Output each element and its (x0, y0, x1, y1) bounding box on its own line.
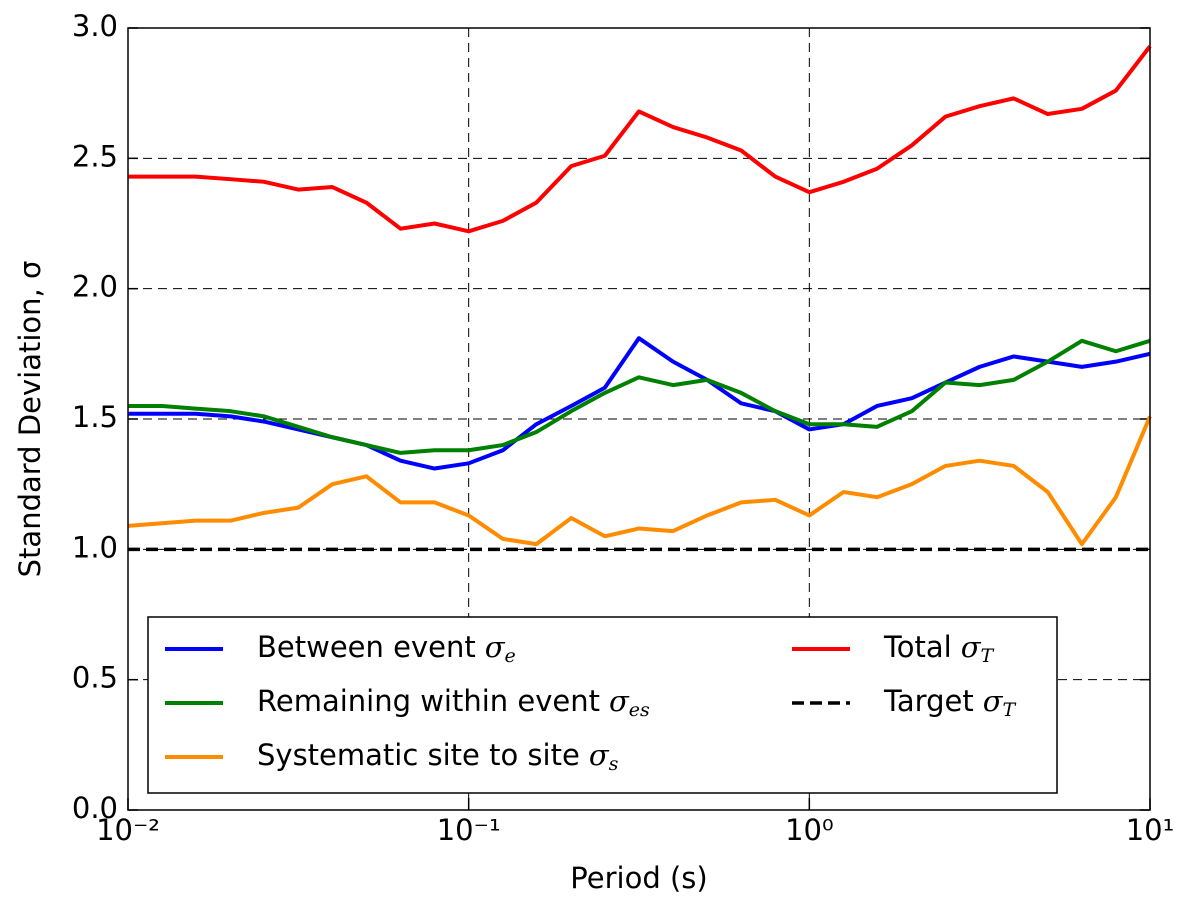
legend-subscript: es (629, 699, 650, 721)
legend-name: Target (883, 684, 974, 718)
series-line (128, 45, 1152, 234)
x-axis-label: Period (s) (570, 861, 707, 895)
legend-subscript: T (1003, 699, 1017, 721)
legend-box (147, 616, 1058, 794)
legend-name: Systematic site to site (257, 738, 580, 772)
y-tick-label: 1.0 (72, 530, 118, 564)
legend-label: Systematic site to site σs (257, 738, 619, 775)
legend-subscript: e (505, 645, 516, 667)
y-axis-label: Standard Deviation, σ (13, 261, 47, 578)
x-tick-label: 10⁰ (785, 813, 834, 847)
legend-name: Total (883, 630, 952, 664)
x-tick-label: 10¹ (1126, 813, 1175, 847)
legend-symbol: σ (983, 684, 1004, 718)
legend-symbol: σ (609, 684, 630, 718)
plot-frame (127, 27, 1151, 811)
legend-symbol: σ (589, 738, 610, 772)
legend-label: Remaining within event σes (257, 684, 650, 721)
x-tick-label: 10⁻¹ (437, 813, 501, 847)
y-tick-label: 0.0 (72, 791, 118, 825)
x-tick-label: 10⁻² (96, 813, 160, 847)
legend-name: Remaining within event (257, 684, 600, 718)
legend-label: Total σT (883, 630, 995, 667)
y-tick-label: 2.0 (72, 270, 118, 304)
legend-symbol: σ (485, 630, 506, 664)
legend-subscript: T (981, 645, 995, 667)
legend-subscript: s (609, 753, 619, 775)
y-tick-label: 1.5 (72, 400, 118, 434)
legend-name: Between event (257, 630, 476, 664)
y-tick-label: 2.5 (72, 139, 118, 173)
series-line (127, 415, 1152, 547)
y-tick-label: 0.5 (72, 661, 118, 695)
y-tick-label: 3.0 (72, 9, 118, 43)
series-line (128, 338, 1151, 455)
series-line (128, 336, 1151, 471)
legend-symbol: σ (961, 630, 982, 664)
legend-label: Target σT (883, 684, 1017, 721)
legend-label: Between event σe (257, 630, 516, 667)
